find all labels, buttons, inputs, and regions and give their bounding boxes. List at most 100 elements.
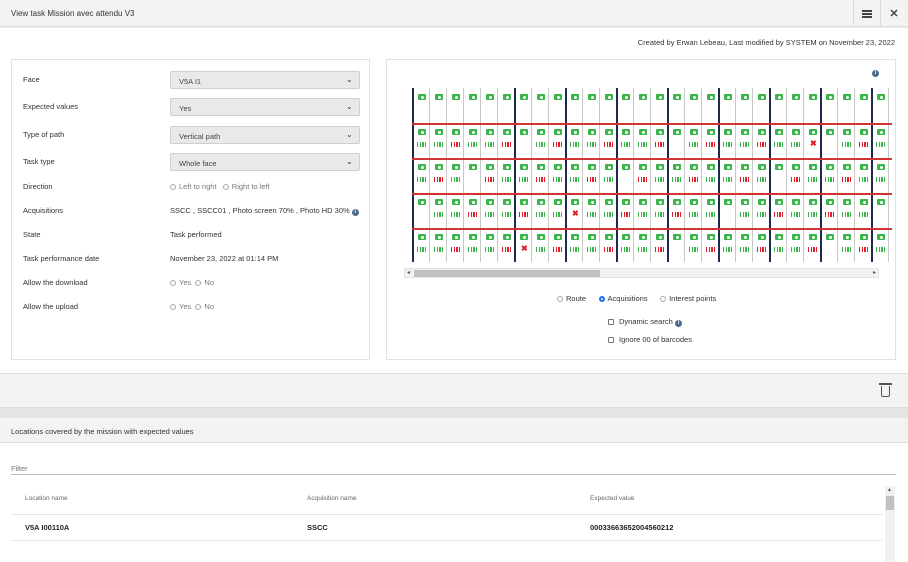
grid-cell[interactable]	[517, 160, 531, 194]
grid-cell[interactable]	[755, 90, 769, 124]
grid-cell[interactable]	[602, 90, 616, 124]
info-icon[interactable]: i	[872, 70, 879, 77]
grid-cell[interactable]	[823, 90, 837, 124]
grid-cell[interactable]	[806, 230, 820, 262]
grid-cell[interactable]	[670, 160, 684, 194]
grid-cell[interactable]	[415, 160, 429, 194]
grid-cell[interactable]	[874, 160, 888, 194]
scrollbar-thumb[interactable]	[886, 496, 894, 510]
grid-cell[interactable]	[568, 230, 582, 262]
grid-cell[interactable]	[500, 230, 514, 262]
grid-cell[interactable]	[738, 160, 752, 194]
grid-cell[interactable]	[823, 195, 837, 229]
grid-cell[interactable]	[432, 160, 446, 194]
close-button[interactable]: ✕	[880, 0, 907, 27]
acquisition-grid[interactable]: ✖ ✖ ✖	[412, 88, 895, 262]
grid-cell[interactable]	[466, 160, 480, 194]
grid-cell[interactable]	[840, 160, 854, 194]
grid-cell[interactable]	[585, 125, 599, 159]
grid-cell[interactable]	[551, 90, 565, 124]
task-type-select[interactable]: Whole face ⌄	[170, 153, 360, 171]
grid-cell[interactable]	[619, 125, 633, 159]
grid-cell[interactable]	[483, 195, 497, 229]
grid-cell[interactable]	[500, 90, 514, 124]
dynamic-search-checkbox[interactable]	[608, 319, 614, 325]
grid-cell[interactable]	[653, 160, 667, 194]
grid-cell[interactable]	[483, 125, 497, 159]
grid-cell[interactable]	[602, 230, 616, 262]
scroll-right-icon[interactable]: ▸	[872, 270, 876, 276]
grid-cell[interactable]	[789, 195, 803, 229]
allow-upload-no-radio[interactable]	[195, 304, 202, 310]
grid-cell[interactable]	[568, 125, 582, 159]
grid-cell[interactable]	[551, 230, 565, 262]
grid-cell[interactable]	[840, 90, 854, 124]
scroll-up-icon[interactable]: ▲	[887, 487, 892, 493]
grid-cell[interactable]	[534, 90, 548, 124]
grid-cell[interactable]	[568, 160, 582, 194]
grid-cell[interactable]	[840, 125, 854, 159]
grid-cell[interactable]	[789, 125, 803, 159]
view-interest-radio[interactable]	[660, 296, 667, 302]
grid-cell[interactable]	[721, 160, 735, 194]
grid-cell[interactable]	[636, 90, 650, 124]
grid-cell[interactable]	[466, 90, 480, 124]
view-acquisitions-radio[interactable]	[598, 296, 605, 302]
grid-cell[interactable]	[568, 90, 582, 124]
grid-cell[interactable]	[704, 195, 718, 229]
horizontal-scrollbar[interactable]: ◂ ▸	[404, 268, 879, 278]
direction-right-radio[interactable]	[222, 184, 229, 190]
grid-cell[interactable]	[449, 230, 463, 262]
grid-cell[interactable]	[755, 195, 769, 229]
grid-cell[interactable]	[721, 125, 735, 159]
grid-cell[interactable]	[670, 195, 684, 229]
grid-cell[interactable]	[602, 160, 616, 194]
grid-cell[interactable]	[653, 195, 667, 229]
type-of-path-select[interactable]: Vertical path ⌄	[170, 126, 360, 144]
grid-cell[interactable]: ✖	[806, 125, 820, 159]
grid-cell[interactable]	[534, 230, 548, 262]
grid-cell[interactable]	[653, 125, 667, 159]
grid-cell[interactable]	[755, 160, 769, 194]
grid-cell[interactable]	[585, 160, 599, 194]
grid-cell[interactable]	[415, 230, 429, 262]
grid-cell[interactable]	[483, 230, 497, 262]
grid-cell[interactable]	[806, 90, 820, 124]
grid-cell[interactable]	[449, 160, 463, 194]
grid-cell[interactable]	[415, 125, 429, 159]
grid-cell[interactable]	[466, 125, 480, 159]
grid-cell[interactable]	[772, 160, 786, 194]
grid-cell[interactable]	[857, 230, 871, 262]
column-header-acquisition[interactable]: Acquisition name	[307, 495, 357, 502]
grid-cell[interactable]	[619, 195, 633, 229]
grid-cell[interactable]	[449, 195, 463, 229]
grid-cell[interactable]	[585, 90, 599, 124]
grid-cell[interactable]	[415, 195, 429, 229]
grid-cell[interactable]	[823, 230, 837, 262]
grid-cell[interactable]	[500, 125, 514, 159]
grid-cell[interactable]	[551, 125, 565, 159]
grid-cell[interactable]	[619, 160, 633, 194]
scrollbar-thumb[interactable]	[414, 270, 600, 277]
grid-cell[interactable]	[432, 125, 446, 159]
grid-cell[interactable]	[466, 230, 480, 262]
grid-cell[interactable]	[772, 125, 786, 159]
column-header-location[interactable]: Location name	[25, 495, 68, 502]
grid-cell[interactable]	[534, 160, 548, 194]
direction-left-radio[interactable]	[170, 184, 176, 190]
filter-input[interactable]	[11, 462, 896, 475]
scroll-left-icon[interactable]: ◂	[407, 270, 411, 276]
grid-cell[interactable]	[857, 160, 871, 194]
grid-cell[interactable]	[874, 195, 888, 229]
face-select[interactable]: V5A I1 ⌄	[170, 71, 360, 89]
grid-cell[interactable]	[534, 125, 548, 159]
grid-cell[interactable]	[687, 195, 701, 229]
grid-cell[interactable]	[449, 90, 463, 124]
grid-cell[interactable]	[449, 125, 463, 159]
grid-cell[interactable]	[483, 90, 497, 124]
info-icon[interactable]: i	[674, 320, 682, 327]
grid-cell[interactable]	[874, 125, 888, 159]
grid-cell[interactable]	[670, 230, 684, 262]
grid-cell[interactable]	[687, 160, 701, 194]
grid-cell[interactable]	[636, 195, 650, 229]
